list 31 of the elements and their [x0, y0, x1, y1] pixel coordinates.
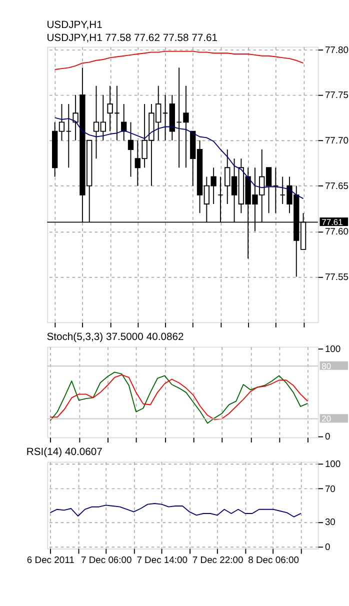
- y-tick-label: 0: [324, 541, 330, 552]
- y-tick-label: 77.65: [324, 180, 349, 192]
- x-tick-label: 6 Dec 2011: [26, 554, 74, 566]
- chart-subtitle: USDJPY,H1 77.58 77.62 77.58 77.61: [46, 32, 218, 44]
- ref-line-label: 20: [322, 414, 332, 424]
- y-tick-label: 77.80: [324, 44, 349, 55]
- chart-title: RSI(14) 40.0607: [26, 446, 103, 458]
- x-tick-label: 7 Dec 06:00: [80, 554, 132, 566]
- chart-title: Stoch(5,3,3) 37.5000 40.0862: [46, 332, 184, 343]
- candlestick: [121, 104, 127, 141]
- y-tick-label: 77.75: [324, 89, 349, 100]
- chart-title: USDJPY,H1: [46, 20, 103, 31]
- candlestick: [66, 104, 72, 168]
- y-tick-label: 77.55: [324, 271, 349, 282]
- ref-line-label: 77.61: [322, 217, 344, 228]
- line-series: [50, 503, 302, 518]
- x-tick-label: 8 Dec 06:00: [248, 554, 299, 566]
- x-tick-label: 7 Dec 22:00: [192, 554, 244, 566]
- candlestick: [272, 167, 279, 214]
- y-tick-label: 0: [324, 430, 330, 442]
- y-tick-label: 100: [324, 458, 341, 469]
- candlestick: [128, 122, 134, 178]
- x-tick-label: 7 Dec 14:00: [136, 554, 188, 566]
- y-tick-label: 30: [324, 516, 336, 528]
- y-tick-label: 77.60: [324, 226, 349, 237]
- y-tick-label: 77.70: [324, 134, 349, 146]
- line-series: [54, 50, 304, 70]
- y-tick-label: 70: [324, 482, 336, 494]
- ref-line-label: 80: [322, 360, 332, 371]
- candlestick: [162, 94, 168, 141]
- y-tick-label: 100: [324, 342, 341, 354]
